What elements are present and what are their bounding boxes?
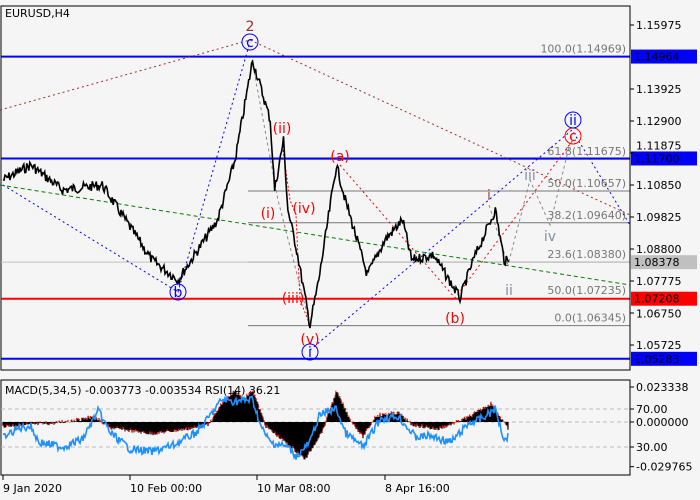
fib-label: 0.0(1.06345)	[554, 312, 626, 325]
price-level-badge	[631, 255, 697, 270]
wave-label: c	[569, 129, 577, 145]
wave-label-circle	[241, 33, 259, 51]
wave-label: b	[174, 285, 183, 301]
wave-label: (v)	[300, 332, 319, 348]
wave-label: (b)	[445, 311, 465, 327]
indicator-tick-label: 70.00	[636, 403, 668, 416]
fib-label: 61.8(1.11675)	[547, 145, 626, 158]
time-tick-label: 9 Jan 2020	[3, 482, 62, 495]
price-tick-label: 1.08800	[636, 243, 682, 256]
price-tick-label: 1.13925	[636, 83, 682, 96]
wave-label: c	[246, 35, 254, 51]
price-level-badge	[631, 291, 697, 306]
price-tick-label: 1.11875	[636, 139, 682, 152]
chart-title: EURUSD,H4	[5, 7, 70, 20]
price-tick-label: 1.15975	[636, 19, 682, 32]
indicator-tick-label: 30.00	[636, 441, 668, 454]
price-tick-label: 1.12900	[636, 115, 682, 128]
fib-label: 23.6(1.08380)	[547, 248, 626, 261]
price-tick-label: 1.06750	[636, 308, 682, 321]
price-tick-label: 1.10850	[636, 179, 682, 192]
rsi-line	[2, 394, 509, 461]
wave-label: ii	[569, 113, 577, 129]
indicator-title: MACD(5,34,5) -0.003773 -0.003534 RSI(14)…	[5, 384, 280, 397]
fib-label: 100.0(1.14969)	[540, 42, 626, 55]
time-tick-label: 8 Apr 16:00	[385, 482, 450, 495]
wave-line	[0, 39, 631, 216]
wave-line	[339, 139, 574, 299]
wave-label: 2	[246, 19, 255, 35]
price-tick-label: 1.09825	[636, 211, 682, 224]
wave-line	[251, 59, 311, 326]
fib-label: 50.0(1.10657)	[547, 177, 626, 190]
wave-label: i	[308, 345, 312, 361]
fib-label: 50.0(1.07235)	[547, 284, 626, 297]
wave-line	[0, 184, 631, 286]
time-tick-label: 10 Feb 00:00	[130, 482, 202, 495]
indicator-tick-label: -0.029765	[636, 461, 692, 474]
price-level-label: 1.14964	[634, 51, 680, 64]
wave-label: iv	[544, 229, 556, 245]
price-series	[2, 59, 510, 329]
wave-label: (ii)	[273, 121, 292, 137]
wave-label-circle	[169, 283, 187, 301]
indicator-tick-label: 0.000000	[636, 416, 689, 429]
indicator-tick-label: 0.023338	[636, 381, 689, 394]
wave-line	[282, 149, 311, 326]
price-level-badge	[631, 151, 697, 166]
time-tick-label: 10 Mar 08:00	[257, 482, 330, 495]
price-level-label: 1.11700	[634, 152, 680, 165]
wave-line	[309, 129, 631, 351]
price-level-badge	[631, 49, 697, 64]
wave-label: (iv)	[292, 201, 315, 217]
wave-line	[2, 41, 251, 293]
price-level-label: 1.07208	[634, 293, 680, 306]
wave-label: (a)	[330, 149, 350, 165]
macd-signal-line	[2, 389, 509, 459]
price-level-label: 1.08378	[634, 256, 680, 269]
fib-label: 38.2(1.09640)	[547, 209, 626, 222]
price-tick-label: 1.07775	[636, 275, 682, 288]
wave-label: i	[487, 188, 491, 204]
price-level-badge	[631, 351, 697, 366]
wave-label: (iii)	[282, 291, 305, 307]
wave-label-circle	[301, 343, 319, 361]
wave-label-circle	[564, 111, 582, 129]
wave-label: (i)	[261, 206, 276, 222]
wave-label: ii	[505, 283, 513, 299]
wave-line	[488, 134, 573, 267]
price-tick-label: 1.05725	[636, 339, 682, 352]
wave-label: iii	[524, 168, 536, 184]
price-level-label: 1.05283	[634, 353, 680, 366]
